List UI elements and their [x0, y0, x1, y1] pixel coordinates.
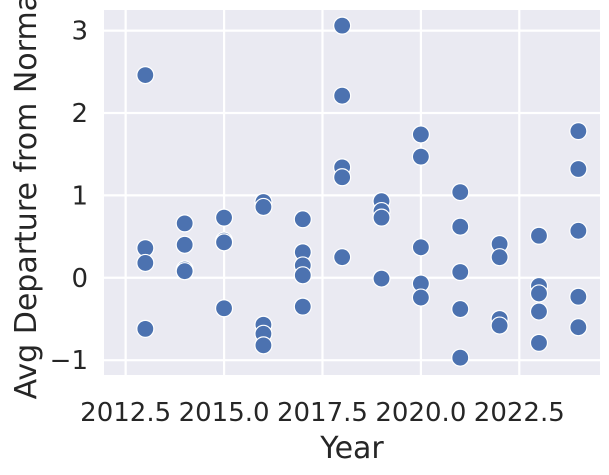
- data-point: [372, 269, 391, 288]
- data-point: [333, 86, 352, 105]
- data-point: [490, 248, 509, 267]
- data-point: [411, 125, 430, 144]
- plot-area: [104, 10, 600, 375]
- data-point: [490, 316, 509, 335]
- data-point: [411, 147, 430, 166]
- data-point: [175, 262, 194, 281]
- data-point: [333, 16, 352, 35]
- data-point: [411, 238, 430, 257]
- data-point: [136, 319, 155, 338]
- x-tick-labels: 2012.5 2015.0 2017.5 2020.0 2022.5: [80, 398, 565, 428]
- y-axis-label: Avg Departure from Normal: [9, 0, 44, 399]
- x-tick-label: 2022.5: [474, 398, 565, 428]
- data-point: [529, 333, 549, 352]
- data-point: [451, 348, 470, 367]
- x-axis-label: Year: [319, 431, 384, 466]
- data-point: [569, 122, 588, 141]
- data-point: [293, 210, 312, 229]
- x-tick-label: 2020.0: [375, 398, 466, 428]
- x-tick-label: 2015.0: [179, 398, 270, 428]
- data-point: [569, 221, 588, 240]
- data-point: [451, 299, 470, 319]
- data-point: [451, 182, 470, 202]
- data-points: [136, 16, 588, 367]
- x-tick-label: 2012.5: [80, 398, 171, 428]
- y-tick-label: 0: [71, 264, 88, 294]
- data-point: [136, 65, 155, 85]
- x-tick-label: 2017.5: [277, 398, 368, 428]
- data-point: [293, 266, 312, 285]
- data-point: [175, 235, 194, 254]
- data-point: [333, 248, 352, 267]
- data-point: [136, 253, 155, 273]
- data-point: [214, 208, 234, 227]
- data-point: [529, 226, 549, 245]
- data-point: [569, 159, 588, 179]
- data-point: [451, 262, 470, 282]
- data-point: [333, 168, 352, 187]
- data-point: [569, 287, 588, 306]
- data-point: [293, 297, 312, 316]
- data-point: [254, 336, 273, 355]
- data-point: [529, 302, 549, 321]
- data-point: [372, 208, 391, 227]
- data-point: [451, 217, 470, 236]
- data-point: [254, 197, 273, 217]
- y-tick-label: 3: [71, 17, 88, 47]
- data-point: [411, 288, 430, 307]
- data-point: [529, 284, 549, 303]
- y-tick-label: 2: [71, 99, 88, 129]
- data-point: [175, 214, 194, 233]
- data-point: [569, 318, 588, 337]
- y-tick-label: 1: [71, 181, 88, 211]
- data-point: [214, 233, 234, 252]
- data-point: [214, 299, 234, 318]
- y-tick-labels: −1 0 1 2 3: [50, 17, 88, 377]
- y-tick-label: −1: [50, 346, 88, 376]
